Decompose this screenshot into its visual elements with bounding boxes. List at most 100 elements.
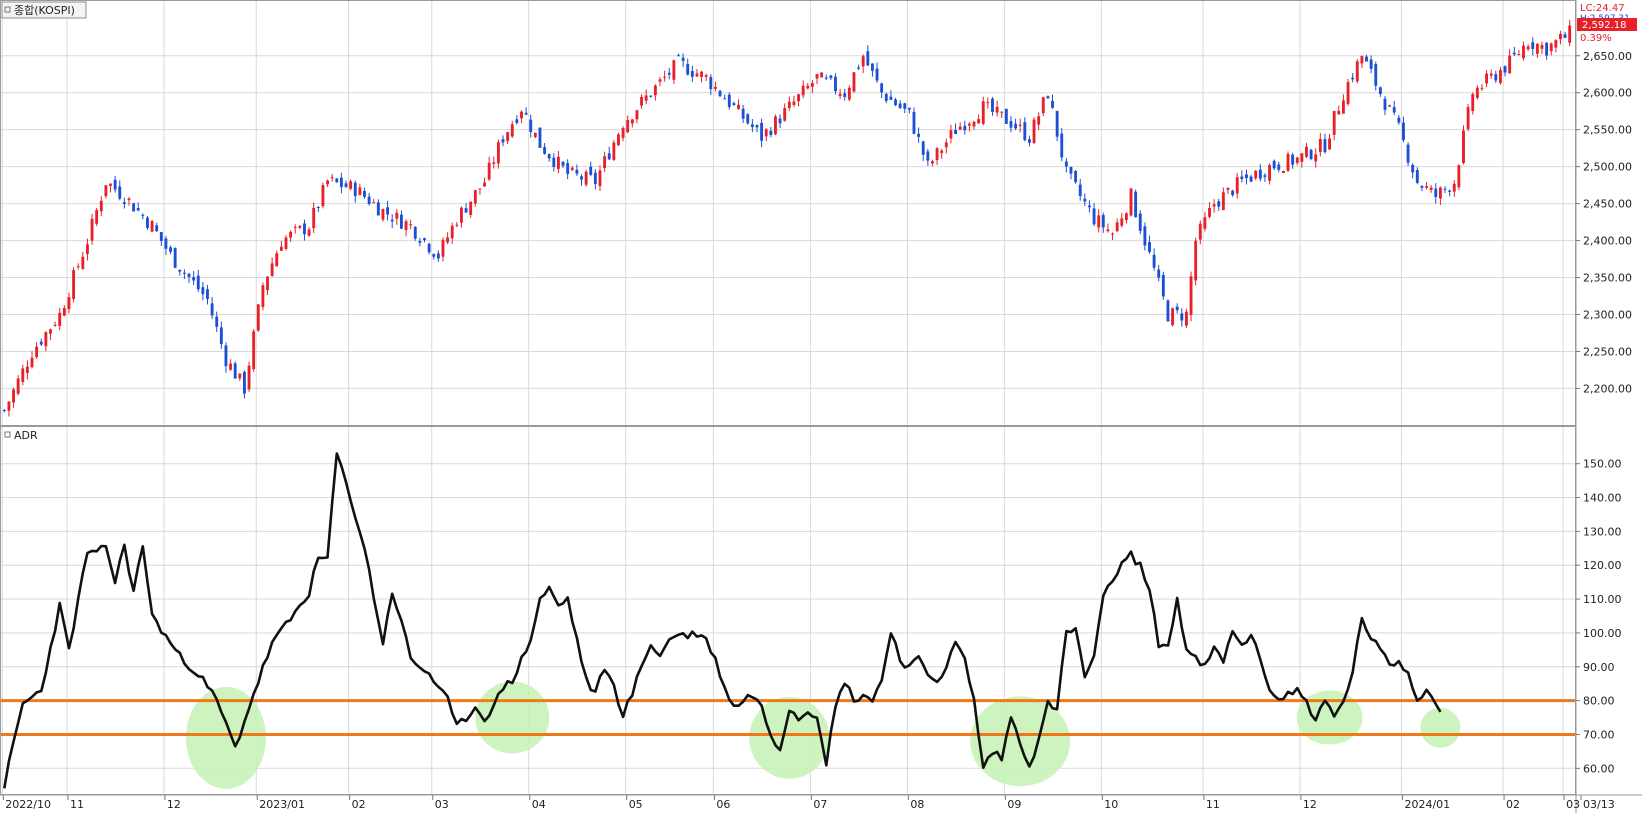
candle-body bbox=[1332, 110, 1336, 135]
candle-body bbox=[1106, 229, 1110, 232]
candle-body bbox=[1046, 96, 1050, 99]
candle-body bbox=[1129, 188, 1133, 216]
candle-body bbox=[367, 196, 371, 205]
candle-body bbox=[556, 156, 560, 169]
candle-body bbox=[963, 125, 967, 131]
candle-body bbox=[478, 188, 482, 190]
candle-body bbox=[801, 85, 805, 96]
candle-body bbox=[1226, 187, 1230, 190]
x-axis-tick-label: 03 bbox=[1566, 798, 1580, 811]
top-title-box bbox=[1, 1, 87, 19]
candle-body bbox=[279, 246, 283, 251]
candle-body bbox=[1217, 201, 1221, 207]
candle-body bbox=[1249, 176, 1253, 182]
candle-body bbox=[1466, 107, 1470, 129]
top-axis-tick-label: 2,350.00 bbox=[1583, 272, 1632, 285]
candle-body bbox=[404, 221, 408, 231]
candle-body bbox=[649, 95, 653, 97]
candle-body bbox=[1212, 204, 1216, 207]
candle-body bbox=[529, 119, 533, 132]
candle-body bbox=[907, 107, 911, 110]
candle-body bbox=[834, 76, 837, 92]
candle-body bbox=[413, 226, 417, 239]
candle-body bbox=[977, 119, 981, 124]
adr-line-group bbox=[3, 452, 1442, 789]
candle-body bbox=[1457, 165, 1461, 188]
candle-body bbox=[584, 171, 588, 185]
last-change-label: 0.39% bbox=[1580, 33, 1612, 44]
candle-body bbox=[746, 114, 750, 124]
candle-body bbox=[506, 132, 510, 142]
candle-body bbox=[99, 200, 103, 212]
candle-body bbox=[187, 273, 191, 278]
adr-threshold-lines bbox=[1, 699, 1575, 736]
candle-body bbox=[1531, 42, 1535, 49]
candle-body bbox=[496, 142, 500, 164]
candle-body bbox=[1268, 165, 1271, 181]
candle-body bbox=[224, 345, 228, 367]
candle-body bbox=[1203, 217, 1207, 229]
candle-body bbox=[1452, 183, 1456, 192]
candle-body bbox=[1526, 46, 1530, 50]
candle-body bbox=[1355, 61, 1359, 82]
candle-body bbox=[386, 207, 390, 215]
top-panel-title: 종합(KOSPI) bbox=[14, 4, 75, 17]
candle-body bbox=[884, 93, 888, 101]
x-axis-tick-label: 12 bbox=[167, 798, 181, 811]
candle-body bbox=[1549, 43, 1553, 52]
candle-body bbox=[1018, 124, 1022, 126]
candle-body bbox=[132, 203, 136, 212]
candle-body bbox=[1522, 45, 1525, 59]
candle-body bbox=[1272, 160, 1276, 169]
candle-body bbox=[690, 71, 694, 77]
candle-body bbox=[1009, 121, 1013, 128]
candle-body bbox=[958, 126, 962, 130]
candle-body bbox=[164, 238, 168, 249]
candle-body bbox=[737, 104, 740, 110]
last-price-label: 2,592.18 bbox=[1582, 20, 1627, 31]
candle-body bbox=[967, 123, 971, 126]
candle-body bbox=[1254, 170, 1258, 179]
candle-body bbox=[399, 214, 403, 229]
top-collapse-icon[interactable] bbox=[4, 6, 11, 13]
bottom-axis-tick-label: 120.00 bbox=[1583, 559, 1622, 572]
top-axis-tick-label: 2,650.00 bbox=[1583, 50, 1632, 63]
candle-body bbox=[981, 101, 985, 124]
top-axis-tick-label: 2,200.00 bbox=[1583, 382, 1632, 395]
candle-body bbox=[1305, 146, 1308, 157]
candle-body bbox=[1064, 161, 1068, 167]
candle-body bbox=[298, 225, 302, 228]
candle-body bbox=[857, 67, 861, 69]
candle-body bbox=[2, 409, 6, 411]
candle-body bbox=[39, 341, 43, 345]
candle-body bbox=[30, 357, 34, 368]
candle-body bbox=[146, 217, 149, 228]
candle-body bbox=[1378, 87, 1382, 94]
candle-body bbox=[621, 128, 625, 138]
candle-body bbox=[1124, 213, 1128, 221]
candle-body bbox=[894, 99, 897, 106]
candle-body bbox=[612, 142, 616, 160]
candle-body bbox=[935, 148, 939, 161]
candle-body bbox=[312, 207, 316, 229]
candle-body bbox=[85, 244, 89, 254]
candle-body bbox=[1540, 45, 1544, 49]
candle-body bbox=[1443, 188, 1447, 190]
x-axis-tick-label: 2024/01 bbox=[1404, 798, 1450, 811]
candle-body bbox=[1498, 70, 1502, 83]
candle-body bbox=[1245, 174, 1248, 179]
candle-body bbox=[524, 112, 528, 115]
candle-body bbox=[806, 85, 810, 89]
candle-body bbox=[1314, 154, 1318, 162]
candle-body bbox=[769, 130, 773, 135]
bottom-collapse-icon[interactable] bbox=[4, 431, 11, 438]
candle-body bbox=[1184, 311, 1188, 326]
candle-body bbox=[1134, 191, 1138, 218]
candle-body bbox=[1429, 187, 1433, 190]
candle-body bbox=[35, 346, 39, 358]
candle-body bbox=[7, 401, 11, 411]
candle-body bbox=[672, 60, 676, 80]
bottom-axis-tick-label: 150.00 bbox=[1583, 458, 1622, 471]
candle-body bbox=[409, 224, 413, 226]
